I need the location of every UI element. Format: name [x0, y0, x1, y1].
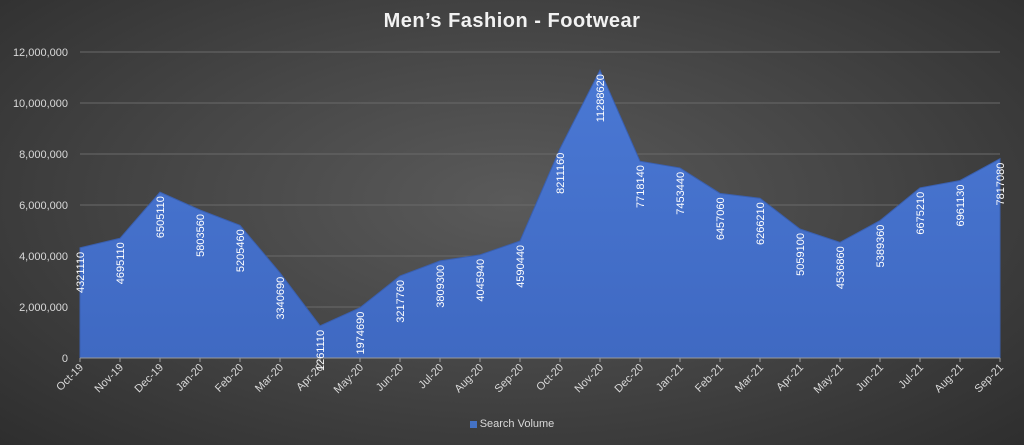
data-label: 1261110	[315, 330, 327, 371]
x-tick-label: Nov-19	[93, 362, 127, 396]
y-tick-label: 8,000,000	[19, 149, 68, 161]
x-tick-label: Jul-20	[416, 362, 446, 392]
legend-swatch	[469, 420, 477, 428]
data-label: 3809300	[435, 265, 447, 308]
x-tick-label: Feb-20	[213, 362, 246, 395]
x-tick-label: Jun-21	[854, 362, 886, 394]
data-label: 8211160	[555, 153, 567, 194]
y-tick-label: 4,000,000	[19, 251, 68, 263]
x-tick-label: Dec-20	[613, 362, 647, 396]
data-label: 11288620	[595, 74, 607, 122]
legend-label: Search Volume	[479, 418, 555, 430]
y-tick-label: 12,000,000	[13, 47, 68, 59]
x-tick-label: Aug-20	[453, 362, 487, 396]
data-label: 5205460	[235, 229, 247, 272]
x-tick-label: Mar-21	[733, 362, 766, 395]
x-tick-label: Jan-20	[174, 362, 206, 394]
x-tick-label: Oct-19	[54, 362, 86, 394]
data-label: 4045940	[475, 259, 487, 302]
x-tick-label: Jan-21	[654, 362, 686, 394]
data-label: 6505110	[155, 196, 167, 238]
data-label: 6457060	[715, 197, 727, 240]
data-label: 6266210	[755, 202, 767, 245]
x-tick-label: Jun-20	[374, 362, 406, 394]
data-label: 7718140	[635, 165, 647, 208]
legend: Search Volume	[0, 418, 1024, 430]
chart-title: Men’s Fashion - Footwear	[383, 10, 641, 32]
data-label: 4321110	[75, 252, 87, 293]
data-label: 3340690	[275, 277, 287, 320]
y-tick-label: 0	[62, 353, 68, 365]
data-label: 6675210	[915, 192, 927, 235]
x-tick-label: Sep-21	[973, 362, 1007, 396]
data-label: 5059100	[795, 233, 807, 276]
data-label: 5803560	[195, 214, 207, 257]
data-label: 6961130	[955, 184, 967, 226]
x-tick-label: Oct-20	[534, 362, 566, 394]
x-tick-label: Mar-20	[253, 362, 286, 395]
y-tick-label: 2,000,000	[19, 302, 68, 314]
x-tick-label: Sep-20	[493, 362, 527, 396]
x-tick-label: Nov-20	[573, 362, 607, 396]
x-tick-label: Feb-21	[693, 362, 726, 395]
data-label: 7817080	[995, 163, 1007, 206]
x-tick-label: Apr-21	[774, 362, 806, 394]
data-label: 7453440	[675, 172, 687, 215]
data-label: 4590440	[515, 245, 527, 288]
data-label: 3217760	[395, 280, 407, 323]
data-label: 1974690	[355, 312, 367, 355]
x-tick-label: Aug-21	[933, 362, 967, 396]
y-tick-label: 10,000,000	[13, 98, 68, 110]
data-label: 4695110	[115, 242, 127, 284]
y-tick-label: 6,000,000	[19, 200, 68, 212]
data-label: 5389360	[875, 225, 887, 268]
x-tick-label: May-21	[812, 362, 846, 396]
x-tick-label: May-20	[332, 362, 366, 396]
data-label: 4536860	[835, 246, 847, 289]
x-tick-label: Dec-19	[133, 362, 167, 396]
x-tick-label: Jul-21	[896, 362, 926, 392]
series-area	[79, 68, 1001, 359]
